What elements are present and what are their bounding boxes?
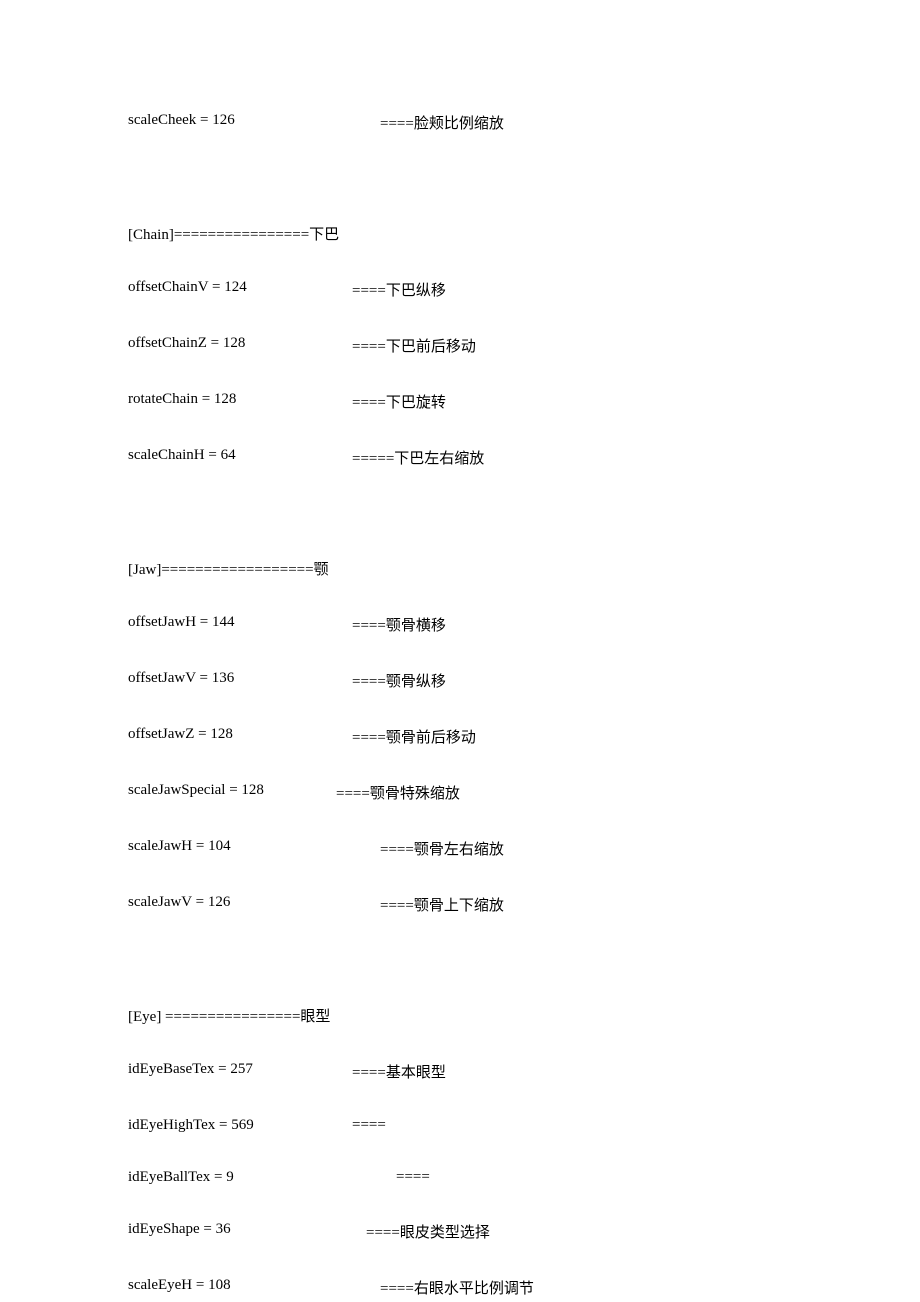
header-text: [Chain]================下巴 (128, 223, 339, 244)
section-rows: idEyeBaseTex = 257====基本眼型 idEyeHighTex =… (128, 1061, 792, 1298)
config-line: scaleJawH = 104====颚骨左右缩放 (128, 838, 792, 859)
section-header: [Chain]================下巴 (128, 223, 792, 244)
config-line: offsetJawH = 144====颚骨横移 (128, 614, 792, 635)
config-line: scaleEyeH = 108====右眼水平比例调节 (128, 1277, 792, 1298)
param-text: idEyeShape = 36 (128, 1221, 366, 1242)
comment-text: ====右眼水平比例调节 (380, 1277, 534, 1298)
config-line: idEyeHighTex = 569==== (128, 1117, 792, 1134)
param-text: idEyeBaseTex = 257 (128, 1061, 352, 1082)
config-line: scaleJawV = 126====颚骨上下缩放 (128, 894, 792, 915)
param-text: scaleChainH = 64 (128, 447, 352, 468)
param-text: rotateChain = 128 (128, 391, 352, 412)
section-gap (128, 503, 792, 558)
param-text: idEyeBallTex = 9 (128, 1169, 396, 1186)
config-line: idEyeBaseTex = 257====基本眼型 (128, 1061, 792, 1082)
comment-text: ====脸颊比例缩放 (380, 112, 504, 133)
param-text: offsetJawV = 136 (128, 670, 352, 691)
param-text: offsetJawH = 144 (128, 614, 352, 635)
comment-text: ====下巴前后移动 (352, 335, 476, 356)
section-gap (128, 168, 792, 223)
config-line: offsetChainV = 124====下巴纵移 (128, 279, 792, 300)
section-header: [Eye] ================眼型 (128, 1005, 792, 1026)
param-text: offsetJawZ = 128 (128, 726, 352, 747)
config-line: offsetChainZ = 128====下巴前后移动 (128, 335, 792, 356)
section-header: [Jaw]==================颚 (128, 558, 792, 579)
comment-text: ====颚骨左右缩放 (380, 838, 504, 859)
config-line: scaleChainH = 64=====下巴左右缩放 (128, 447, 792, 468)
section-gap (128, 950, 792, 1005)
config-line: scaleJawSpecial = 128====颚骨特殊缩放 (128, 782, 792, 803)
comment-text: ====颚骨纵移 (352, 670, 446, 691)
comment-text: ====眼皮类型选择 (366, 1221, 490, 1242)
comment-text: ====下巴旋转 (352, 391, 446, 412)
config-line: offsetJawV = 136====颚骨纵移 (128, 670, 792, 691)
comment-text: ====颚骨前后移动 (352, 726, 476, 747)
param-text: scaleJawSpecial = 128 (128, 782, 336, 803)
comment-text: ==== (396, 1169, 430, 1186)
param-text: idEyeHighTex = 569 (128, 1117, 352, 1134)
section-rows: offsetChainV = 124====下巴纵移 offsetChainZ =… (128, 279, 792, 468)
config-line: idEyeShape = 36====眼皮类型选择 (128, 1221, 792, 1242)
comment-text: ====基本眼型 (352, 1061, 446, 1082)
config-line: idEyeBallTex = 9==== (128, 1169, 792, 1186)
param-text: scaleJawV = 126 (128, 894, 380, 915)
comment-text: ====颚骨横移 (352, 614, 446, 635)
document-body: scaleCheek = 126 ====脸颊比例缩放 [Chain]=====… (128, 112, 792, 1298)
comment-text: ==== (352, 1117, 386, 1134)
param-text: offsetChainZ = 128 (128, 335, 352, 356)
config-line: scaleCheek = 126 ====脸颊比例缩放 (128, 112, 792, 133)
section-rows: offsetJawH = 144====颚骨横移 offsetJawV = 136… (128, 614, 792, 915)
comment-text: ====颚骨上下缩放 (380, 894, 504, 915)
param-text: scaleEyeH = 108 (128, 1277, 380, 1298)
config-line: offsetJawZ = 128====颚骨前后移动 (128, 726, 792, 747)
comment-text: ====颚骨特殊缩放 (336, 782, 460, 803)
header-text: [Eye] ================眼型 (128, 1005, 330, 1026)
param-text: offsetChainV = 124 (128, 279, 352, 300)
config-line: rotateChain = 128====下巴旋转 (128, 391, 792, 412)
comment-text: =====下巴左右缩放 (352, 447, 484, 468)
comment-text: ====下巴纵移 (352, 279, 446, 300)
param-text: scaleCheek = 126 (128, 112, 380, 133)
header-text: [Jaw]==================颚 (128, 558, 329, 579)
param-text: scaleJawH = 104 (128, 838, 380, 859)
